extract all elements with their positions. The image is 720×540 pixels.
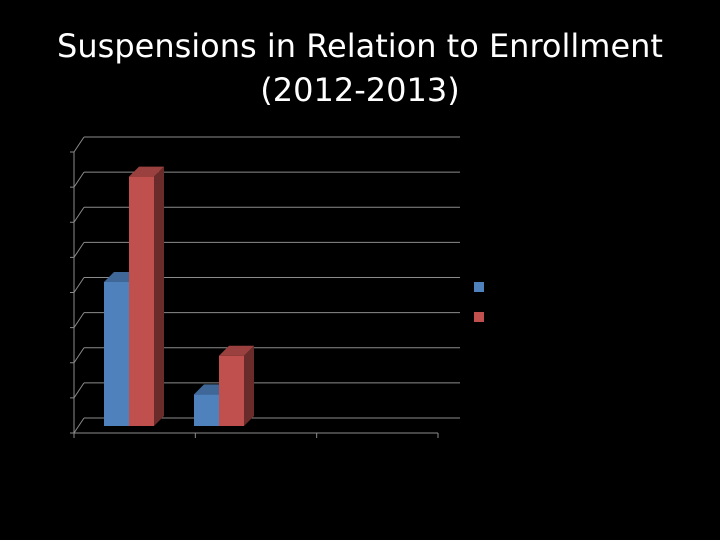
bar	[194, 394, 219, 426]
gridline-side	[73, 347, 85, 364]
gridline-side	[73, 312, 85, 328]
gridline-side	[73, 277, 85, 293]
bar	[129, 176, 154, 426]
bar-side	[244, 345, 254, 426]
bar-top	[219, 345, 254, 356]
legend-swatch	[474, 282, 484, 292]
bar	[104, 281, 129, 426]
chart-title: Suspensions in Relation to Enrollment (2…	[0, 24, 720, 112]
gridline-side	[73, 417, 85, 434]
gridline-side	[73, 382, 85, 399]
legend-swatch	[474, 312, 484, 322]
gridline-side	[73, 136, 85, 153]
gridline-side	[73, 171, 85, 188]
bar	[219, 355, 244, 426]
gridline-side	[73, 242, 85, 258]
chart-title-line-2: (2012-2013)	[260, 71, 460, 109]
bar-top	[129, 166, 164, 177]
chart-title-line-1: Suspensions in Relation to Enrollment	[57, 27, 663, 65]
gridline-side	[73, 206, 85, 223]
bar-side	[154, 166, 164, 427]
